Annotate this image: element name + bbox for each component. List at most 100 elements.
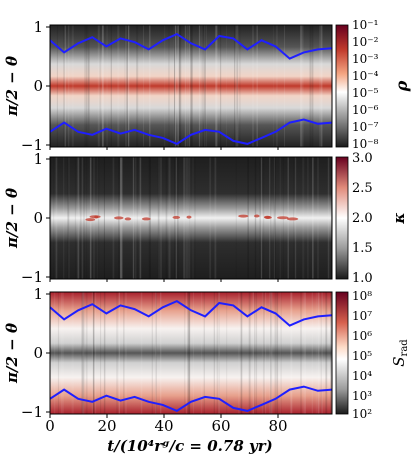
texture-streak <box>183 157 185 279</box>
colorbar-kappa-label: κ <box>390 212 408 224</box>
panel-srad: 1 0 −1 π/2 − θ 0 20 40 60 80 10⁸ 10⁷ 10⁶… <box>3 285 410 435</box>
texture-streak <box>312 157 314 279</box>
texture-streak <box>132 157 135 279</box>
colorbar-kappa <box>335 156 349 280</box>
texture-streak <box>89 157 91 279</box>
cbar-tick: 2.5 <box>352 181 373 196</box>
texture-streak <box>203 25 206 147</box>
texture-streak <box>254 292 256 414</box>
texture-streak <box>174 25 176 147</box>
kappa-y-ticks: 1 0 −1 <box>21 150 50 286</box>
texture-streak <box>88 25 90 147</box>
texture-streak <box>101 25 104 147</box>
cbar-tick: 10⁻⁸ <box>352 137 379 151</box>
cbar-tick: 10⁻¹ <box>352 18 378 32</box>
texture-streak <box>192 157 194 279</box>
texture-streak <box>92 292 95 414</box>
texture-streak <box>140 292 143 414</box>
panel-kappa: 1 0 −1 π/2 − θ 3.0 2.5 2.0 1.5 1.0 κ <box>3 150 408 286</box>
texture-streak <box>91 292 93 414</box>
texture-streak <box>125 292 127 414</box>
hot-spot <box>172 215 181 219</box>
texture-streak <box>261 292 264 414</box>
texture-streak <box>319 25 321 147</box>
texture-streak <box>218 292 220 414</box>
y-tick-label: 0 <box>33 77 43 95</box>
texture-streak <box>83 157 86 279</box>
hot-spot <box>186 215 192 219</box>
texture-streak <box>317 292 320 414</box>
texture-streak <box>136 25 139 147</box>
texture-streak <box>85 25 88 147</box>
cbar-tick: 10⁻⁶ <box>352 103 379 117</box>
texture-streak <box>270 292 272 414</box>
cbar-tick: 10⁻³ <box>352 52 379 66</box>
texture-streak <box>124 25 126 147</box>
texture-streak <box>190 25 192 147</box>
texture-streak <box>279 292 281 414</box>
texture-streak <box>127 25 130 147</box>
cbar-tick: 10⁷ <box>352 309 372 323</box>
x-axis-label: t/(10⁴rᵍ/c = 0.78 yr) <box>107 437 272 455</box>
texture-streak <box>77 157 80 279</box>
cbar-tick: 1.5 <box>352 241 373 256</box>
srad-label-sub: rad <box>399 339 410 357</box>
y-axis-label: π/2 − θ <box>3 188 21 249</box>
y-tick-label: 1 <box>33 150 43 168</box>
kappa-streaks <box>50 157 332 279</box>
texture-streak <box>307 157 309 279</box>
texture-streak <box>247 157 249 279</box>
texture-streak <box>184 292 186 414</box>
texture-streak <box>203 292 205 414</box>
texture-streak <box>317 157 319 279</box>
texture-streak <box>93 292 94 414</box>
texture-streak <box>330 292 332 414</box>
texture-streak <box>157 157 160 279</box>
cbar-tick: 10⁵ <box>352 349 372 363</box>
texture-streak <box>248 292 251 414</box>
texture-streak <box>135 157 137 279</box>
cbar-tick: 1.0 <box>352 271 373 286</box>
texture-streak <box>284 25 285 147</box>
texture-streak <box>160 292 162 414</box>
texture-streak <box>214 157 217 279</box>
texture-streak <box>218 292 220 414</box>
hot-spot <box>141 217 151 221</box>
texture-streak <box>235 25 237 147</box>
texture-streak <box>116 292 119 414</box>
texture-streak <box>216 25 218 147</box>
srad-label-main: S <box>390 356 408 366</box>
texture-streak <box>238 292 240 414</box>
texture-streak <box>63 25 65 147</box>
texture-streak <box>321 292 323 414</box>
texture-streak <box>262 292 265 414</box>
x-tick-label: 20 <box>97 417 116 435</box>
y-tick-label: 1 <box>33 18 43 36</box>
texture-streak <box>304 292 306 414</box>
texture-streak <box>315 292 317 414</box>
texture-streak <box>236 25 239 147</box>
texture-streak <box>178 25 181 147</box>
density-lower-contour <box>49 118 333 146</box>
texture-streak <box>97 25 99 147</box>
srad-upper-contour <box>49 299 333 327</box>
texture-streak <box>126 25 128 147</box>
texture-streak <box>194 157 196 279</box>
texture-streak <box>273 157 276 279</box>
texture-streak <box>178 25 181 147</box>
texture-streak <box>62 292 64 414</box>
cbar-tick: 10⁸ <box>352 289 372 303</box>
cbar-tick: 10³ <box>352 389 372 403</box>
y-tick-label: −1 <box>21 403 43 421</box>
srad-x-ticks: 0 20 40 60 80 <box>45 414 288 435</box>
texture-streak <box>260 157 263 279</box>
texture-streak <box>234 25 236 147</box>
texture-streak <box>56 25 58 147</box>
texture-streak <box>300 25 303 147</box>
texture-streak <box>191 25 193 147</box>
texture-streak <box>215 25 217 147</box>
texture-streak <box>188 25 190 147</box>
texture-streak <box>302 157 305 279</box>
texture-streak <box>175 25 177 147</box>
hot-spot <box>286 217 299 221</box>
